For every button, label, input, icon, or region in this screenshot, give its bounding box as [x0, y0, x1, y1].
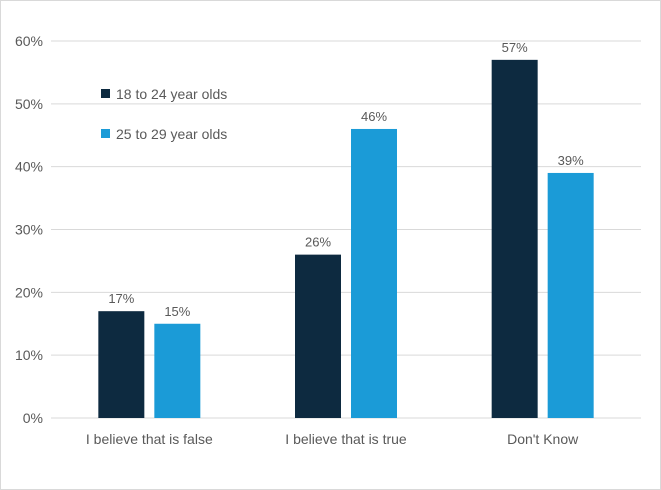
data-labels: 17% 15% 26% 46% 57% 39%	[108, 40, 584, 319]
bar	[98, 311, 145, 418]
data-label: 26%	[305, 235, 331, 250]
bar	[351, 128, 397, 418]
y-tick-label: 0%	[23, 410, 43, 426]
bars	[98, 59, 594, 418]
data-label: 15%	[164, 304, 190, 319]
x-category-label: I believe that is true	[285, 431, 407, 447]
x-category-label: Don't Know	[507, 431, 579, 447]
y-tick-label: 30%	[15, 222, 43, 238]
bar	[491, 59, 538, 418]
y-tick-label: 20%	[15, 284, 43, 300]
bar	[547, 172, 594, 418]
legend-swatch	[101, 129, 110, 138]
legend-label: 18 to 24 year olds	[116, 86, 227, 102]
y-tick-label: 60%	[15, 33, 43, 49]
x-axis-categories: I believe that is false I believe that is…	[86, 431, 579, 447]
bar	[154, 323, 201, 418]
y-tick-label: 10%	[15, 347, 43, 363]
y-axis-ticks: 0% 10% 20% 30% 40% 50% 60%	[15, 33, 43, 426]
x-category-label: I believe that is false	[86, 431, 213, 447]
data-label: 17%	[108, 291, 134, 306]
y-tick-label: 40%	[15, 159, 43, 175]
legend-swatch	[101, 89, 110, 98]
legend-label: 25 to 29 year olds	[116, 126, 227, 142]
y-tick-label: 50%	[15, 96, 43, 112]
data-label: 46%	[361, 109, 387, 124]
data-label: 57%	[502, 40, 528, 55]
legend: 18 to 24 year olds 25 to 29 year olds	[101, 86, 227, 142]
data-label: 39%	[558, 153, 584, 168]
gridlines	[51, 40, 641, 419]
bar	[295, 254, 341, 418]
